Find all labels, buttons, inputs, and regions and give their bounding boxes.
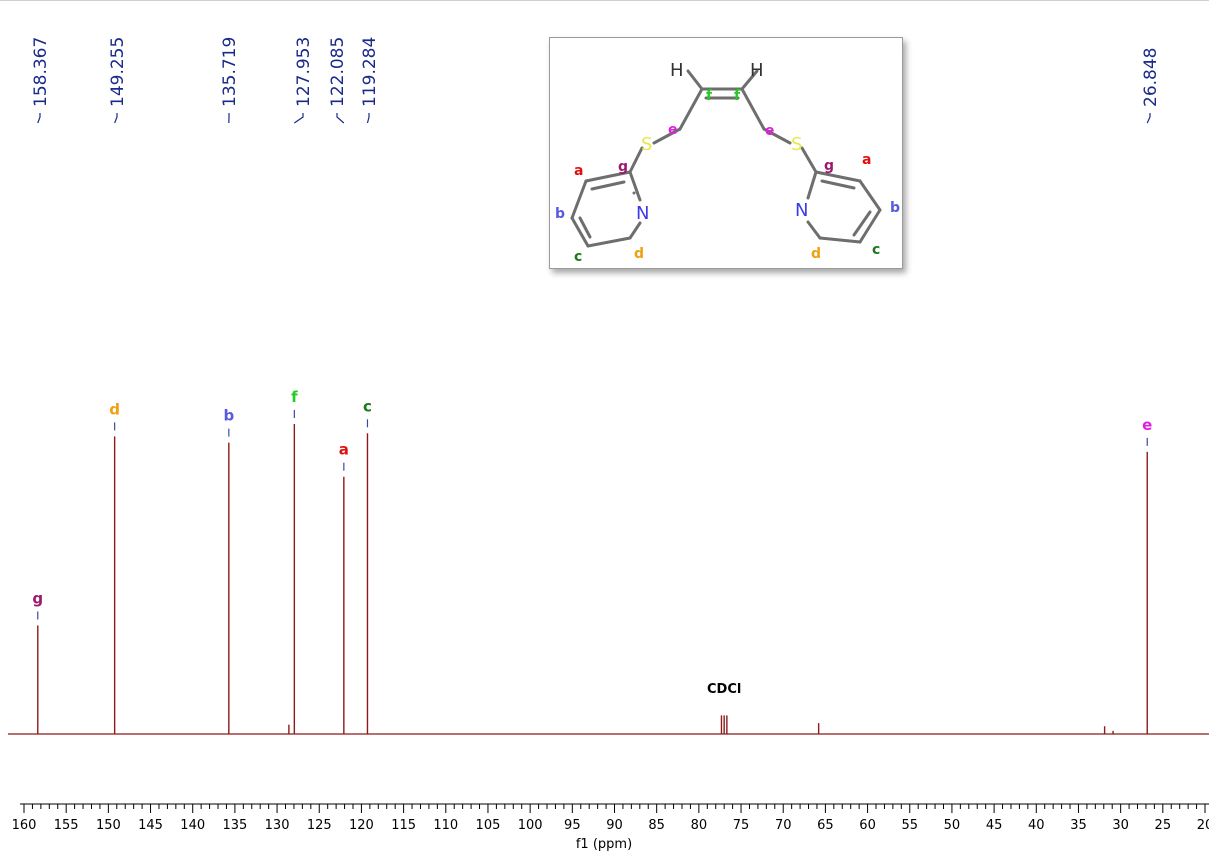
label-a-left: a: [574, 163, 583, 179]
x-axis-title: f1 (ppm): [576, 837, 632, 852]
chemical-shift-label: 158.367: [31, 37, 51, 107]
peak-assignment-label: d: [109, 400, 120, 418]
x-tick-label: 105: [476, 818, 501, 833]
peak-assignment-label: g: [32, 590, 43, 608]
chemical-shift-label: 149.255: [108, 37, 128, 107]
bond: [860, 181, 880, 210]
peak-assignment-label: f: [291, 388, 298, 406]
x-tick-label: 140: [180, 818, 205, 833]
label-e-left: e: [668, 122, 678, 138]
x-tick-label: 120: [349, 818, 374, 833]
x-tick-label: 80: [691, 818, 708, 833]
label-b-left: b: [555, 206, 565, 222]
shift-label-group: 122.085: [328, 37, 348, 123]
hydrogen-atom-left: H: [670, 60, 684, 81]
shift-label-group: 127.953: [294, 37, 314, 123]
shift-label-connector: [294, 113, 303, 123]
x-tick-label: 60: [859, 818, 876, 833]
label-b-right: b: [890, 200, 900, 216]
bond: [630, 223, 640, 238]
shift-label-group: 119.284: [360, 37, 380, 123]
x-tick-label: 160: [12, 818, 37, 833]
x-tick-label: 135: [222, 818, 247, 833]
bond: [630, 172, 640, 200]
shift-label-group: 158.367: [31, 37, 51, 123]
chemical-shift-label: 26.848: [1141, 48, 1161, 107]
x-tick-label: 95: [564, 818, 581, 833]
x-tick-label: 45: [986, 818, 1003, 833]
sulfur-atom-left: S: [641, 134, 652, 155]
shift-label-connector: [115, 113, 117, 123]
shift-label-connector: [337, 113, 344, 123]
peak-assignment-label: e: [1142, 416, 1152, 434]
molecule-structure-panel: H H S S N N f f e e g g a a b b c c d d: [549, 37, 903, 269]
shift-label-connector: [38, 113, 40, 123]
bond: [572, 181, 586, 218]
bond: [808, 172, 816, 198]
bond: [860, 210, 880, 242]
bond: [592, 182, 624, 189]
x-tick-label: 40: [1028, 818, 1045, 833]
bond: [742, 89, 764, 129]
chemical-shift-label: 127.953: [294, 37, 314, 107]
bond: [802, 148, 816, 172]
label-g-right: g: [824, 158, 834, 174]
label-g-left: g: [618, 159, 628, 175]
x-tick-label: 145: [138, 818, 163, 833]
x-tick-label: 30: [1112, 818, 1129, 833]
label-f-left: f: [706, 88, 713, 104]
x-tick-label: 35: [1070, 818, 1087, 833]
peak-assignment-label: b: [223, 407, 234, 425]
x-tick-label: 25: [1155, 818, 1172, 833]
bond: [572, 218, 588, 246]
label-e-right: e: [765, 123, 775, 139]
label-f-right: f: [734, 88, 741, 104]
x-tick-label: 50: [944, 818, 961, 833]
x-tick-label: 155: [54, 818, 79, 833]
peak-assignment-label: a: [339, 441, 349, 459]
x-tick-label: 90: [606, 818, 623, 833]
x-tick-label: 75: [733, 818, 750, 833]
bond: [820, 238, 860, 242]
shift-label-connector: [1147, 113, 1150, 123]
x-tick-label: 110: [433, 818, 458, 833]
label-a-right: a: [862, 152, 871, 168]
x-tick-label: 130: [265, 818, 290, 833]
bond: [822, 181, 854, 188]
label-c-right: c: [872, 242, 880, 258]
x-tick-label: 55: [901, 818, 918, 833]
shift-label-connector: [367, 113, 369, 123]
peak-assignment-label: c: [363, 397, 372, 415]
hydrogen-atom-right: H: [750, 60, 764, 81]
x-tick-label: 125: [307, 818, 332, 833]
x-tick-label: 100: [518, 818, 543, 833]
bond: [808, 222, 820, 238]
x-tick-label: 150: [96, 818, 121, 833]
chemical-shift-label: 122.085: [328, 37, 348, 107]
molecule-structure: H H S S N N f f e e g g a a b b c c d d: [550, 38, 904, 270]
label-d-left: d: [634, 246, 644, 262]
bond: [588, 238, 630, 246]
shift-label-group: 135.719: [220, 37, 240, 123]
shift-label-group: 26.848: [1141, 48, 1161, 123]
shift-label-group: 149.255: [108, 37, 128, 123]
label-d-right: d: [811, 246, 821, 262]
x-tick-label: 65: [817, 818, 834, 833]
nitrogen-atom-left: N: [636, 203, 649, 224]
x-tick-label: 20: [1197, 818, 1209, 833]
x-tick-label: 70: [775, 818, 792, 833]
x-tick-label: 85: [648, 818, 665, 833]
chemical-shift-label: 119.284: [360, 37, 380, 107]
label-c-left: c: [574, 249, 582, 265]
bond: [680, 89, 702, 129]
sulfur-atom-right: S: [791, 134, 802, 155]
solvent-label: CDCl: [707, 682, 741, 697]
nitrogen-atom-right: N: [795, 200, 808, 221]
chemical-shift-label: 135.719: [220, 37, 240, 107]
bond: [688, 71, 702, 89]
x-tick-label: 115: [391, 818, 416, 833]
